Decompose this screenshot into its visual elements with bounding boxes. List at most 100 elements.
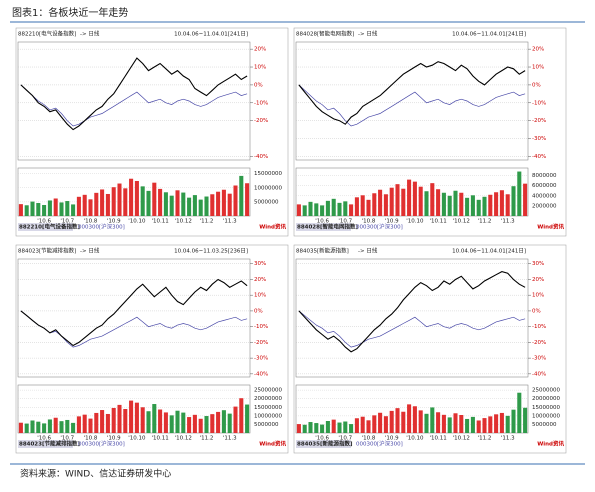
volume-bar (308, 201, 313, 216)
x-tick-label: '11.2 (478, 436, 492, 442)
series-line (20, 84, 248, 127)
volume-bar (343, 201, 348, 216)
x-tick-label: '11.3 (501, 436, 515, 442)
volume-bar (418, 410, 423, 433)
volume-bar (430, 183, 435, 216)
volume-bar (511, 186, 516, 216)
volume-bar (59, 421, 64, 433)
y-tick-label: 30% (254, 261, 266, 267)
y-tick-label: -40% (254, 371, 268, 377)
volume-area (17, 167, 251, 217)
x-tick-label: '10.8 (362, 219, 376, 225)
volume-bar (349, 424, 354, 433)
volume-bar (175, 410, 180, 433)
x-tick-label: '10.11 (429, 219, 446, 225)
volume-bar (354, 197, 359, 216)
volume-bar (239, 398, 244, 433)
y-tick-label: 10% (532, 293, 544, 299)
x-tick-label: '11.2 (200, 219, 214, 225)
volume-bar (494, 414, 499, 433)
volume-bar (476, 199, 481, 216)
y-tick-label: -10% (532, 324, 546, 330)
volume-bar (499, 412, 504, 433)
x-tick-label: '10.10 (406, 219, 424, 225)
x-tick-label: '10.6 (315, 436, 329, 442)
volume-bar (476, 420, 481, 433)
volume-tick-label: 5000000 (254, 422, 279, 428)
y-tick-label: 10% (532, 65, 544, 71)
volume-bar (134, 180, 139, 216)
volume-bar (401, 411, 406, 433)
volume-bar (505, 415, 510, 433)
volume-bar (430, 407, 435, 433)
volume-bar (76, 416, 81, 433)
panel-name: 882210[电气设备指数] (18, 30, 76, 38)
volume-bar (494, 192, 499, 216)
volume-bar (88, 418, 93, 433)
volume-bar (511, 409, 516, 433)
y-tick-label: -20% (532, 340, 546, 346)
legend-entry: 000300[沪深300] (78, 223, 125, 231)
logo: Wind资讯 (537, 223, 564, 231)
volume-bar (47, 419, 52, 433)
x-tick-label: '10.8 (362, 436, 376, 442)
panel-name: 884023[节能减排指数] (18, 247, 76, 255)
x-tick-label: '10.6 (315, 219, 329, 225)
volume-bar (447, 417, 452, 433)
volume-bar (169, 195, 174, 216)
volume-bar (354, 418, 359, 433)
volume-bar (123, 409, 128, 433)
volume-bar (100, 189, 105, 216)
volume-bar (140, 407, 145, 433)
x-tick-label: '10.6 (37, 436, 51, 442)
series-line (298, 271, 526, 353)
volume-tick-label: 8000000 (532, 173, 557, 179)
volume-bar (192, 414, 197, 433)
x-tick-label: '10.10 (128, 436, 146, 442)
panel-period: 10.04.06~11.04.01[241日] (452, 31, 526, 38)
volume-bar (436, 412, 441, 433)
volume-bar (383, 194, 388, 216)
volume-bar (418, 186, 423, 216)
volume-bar (59, 202, 64, 216)
volume-bar (94, 192, 99, 216)
volume-bar (412, 406, 417, 433)
x-tick-label: '11.2 (478, 219, 492, 225)
volume-bar (389, 187, 394, 216)
volume-bar (343, 421, 348, 433)
volume-tick-label: 10000000 (254, 185, 282, 191)
volume-bar (71, 422, 76, 433)
volume-bar (18, 204, 23, 216)
volume-bar (24, 205, 29, 216)
volume-bar (337, 422, 342, 433)
volume-bar (30, 201, 35, 216)
volume-bar (360, 416, 365, 433)
logo: Wind资讯 (259, 223, 286, 231)
volume-bar (158, 409, 163, 433)
volume-bar (470, 195, 475, 216)
y-tick-label: -30% (532, 136, 546, 142)
volume-bar (111, 407, 116, 433)
volume-tick-label: 25000000 (532, 388, 560, 394)
y-tick-label: 20% (532, 47, 544, 53)
volume-bar (314, 423, 319, 433)
volume-bar (221, 189, 226, 216)
figure-title: 图表1：各板块近一年走势 (12, 6, 128, 19)
volume-area (295, 167, 529, 217)
volume-tick-label: 20000000 (254, 396, 282, 402)
y-tick-label: 0% (254, 308, 263, 314)
volume-tick-label: 4000000 (532, 193, 557, 199)
x-tick-label: '11.3 (501, 219, 515, 225)
volume-bar (523, 407, 528, 433)
volume-bar (181, 192, 186, 216)
volume-bar (204, 196, 209, 216)
y-tick-label: -30% (532, 356, 546, 362)
volume-bar (239, 175, 244, 216)
volume-bar (395, 184, 400, 216)
volume-bar (221, 410, 226, 433)
volume-bar (105, 413, 110, 433)
volume-bar (134, 402, 139, 433)
volume-bar (366, 420, 371, 433)
price-area (17, 41, 251, 161)
y-tick-label: 20% (254, 47, 266, 53)
